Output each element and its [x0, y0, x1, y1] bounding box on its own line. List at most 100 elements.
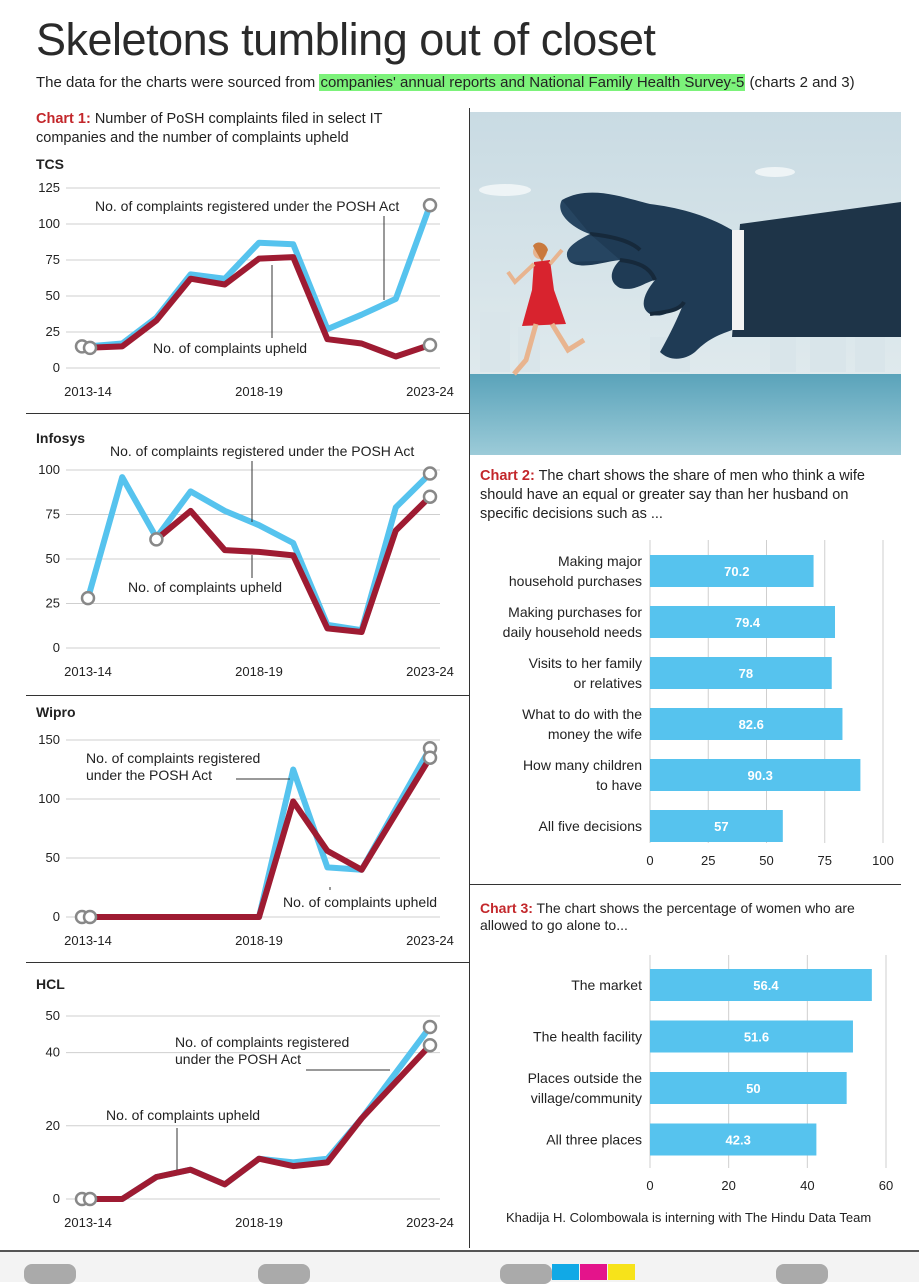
- men-say-bar-value-label: 70.2: [724, 564, 749, 579]
- women-alone-xtick-label: 40: [800, 1178, 814, 1193]
- hcl-endpoint-marker: [82, 1191, 98, 1207]
- men-say-xtick-label: 50: [759, 853, 773, 868]
- men-say-xtick-label: 75: [818, 853, 832, 868]
- chart2-description: The chart shows the share of men who thi…: [480, 468, 865, 522]
- men-say-category-label-line: Making major: [558, 553, 642, 569]
- wipro-endpoint-marker: [82, 909, 98, 925]
- footer-pill-2: [258, 1264, 310, 1284]
- men-say-category-label-line: to have: [596, 777, 642, 793]
- column-divider: [469, 108, 470, 1248]
- infosys-xtick-label: 2013-14: [64, 664, 112, 679]
- tcs-endpoint-marker: [82, 340, 98, 356]
- tcs-upheld-line: [85, 254, 433, 360]
- tcs-upheld-series-label: No. of complaints upheld: [153, 340, 307, 356]
- hcl-ytick-label: 40: [46, 1045, 60, 1060]
- men-say-bar: [650, 810, 783, 842]
- men-say-category-label-line: Making purchases for: [508, 604, 642, 620]
- wipro-xtick-label: 2018-19: [235, 933, 283, 948]
- infosys-ytick-label: 0: [53, 640, 60, 655]
- men-say-category-label: What to do with the money the wife: [522, 706, 642, 742]
- men-say-category-label-line: or relatives: [574, 675, 642, 691]
- wipro-registered-series-label-line2: under the POSH Act: [86, 767, 212, 783]
- infosys-upheld-line: [153, 493, 433, 635]
- infosys-ytick-label: 25: [46, 596, 60, 611]
- wipro-upheld-line: [85, 754, 433, 920]
- hcl-endpoint-marker: [422, 1038, 438, 1053]
- illustration-hand-grabbing-woman: [470, 112, 901, 455]
- posh-line-charts: 0 25 50 75 100 125 2013-14 2018-19 2023-24 No. of…: [38, 180, 454, 1230]
- tcs-xtick-label: 2023-24: [406, 384, 454, 399]
- men-say-category-label-line: daily household needs: [503, 624, 642, 640]
- men-say-bar-value-label: 78: [739, 666, 753, 681]
- men-say-category-label: Visits to her family or relatives: [529, 655, 642, 691]
- men-say-category-label-line: Visits to her family: [529, 655, 642, 671]
- chart1-heading: Chart 1: Number of PoSH complaints filed…: [36, 110, 436, 148]
- women-alone-xtick-label: 0: [646, 1178, 653, 1193]
- footer-pill-3: [500, 1264, 552, 1284]
- hcl-ytick-label: 20: [46, 1118, 60, 1133]
- wipro-xtick-label: 2023-24: [406, 933, 454, 948]
- chart3-label: Chart 3:: [480, 900, 533, 916]
- women-alone-bar-value-label: 42.3: [726, 1133, 751, 1148]
- men-say-xtick-label: 0: [646, 853, 653, 868]
- hcl-upheld-line: [85, 1042, 433, 1202]
- wipro-endpoint-marker: [422, 750, 438, 765]
- chart1-label: Chart 1:: [36, 111, 91, 127]
- tcs-ytick-label: 50: [46, 288, 60, 303]
- men-say-category-label-line: household purchases: [509, 573, 642, 589]
- tcs-registered-line: [85, 202, 433, 350]
- men-say-category-label-line: money the wife: [548, 726, 642, 742]
- infosys-ytick-label: 100: [38, 462, 60, 477]
- hcl-registered-series-label: No. of complaints registered under the PO…: [175, 1034, 349, 1067]
- divider-infosys: [26, 695, 469, 696]
- hcl-xtick-label: 2023-24: [406, 1215, 454, 1230]
- hcl-ytick-label: 0: [53, 1191, 60, 1206]
- tcs-xtick-label: 2013-14: [64, 384, 112, 399]
- women-alone-category-label: The market: [571, 977, 642, 993]
- chart3-heading: Chart 3: The chart shows the percentage …: [480, 900, 890, 934]
- subtitle-source-highlight: companies' annual reports and National F…: [319, 74, 746, 91]
- women-alone-bar: [650, 1123, 817, 1156]
- women-alone-category-label: All three places: [546, 1132, 642, 1148]
- men-say-chart: 0 25 50 75 100 70.2 Making major household purc…: [503, 540, 894, 868]
- swatch-magenta: [580, 1264, 607, 1280]
- divider-tcs: [26, 413, 469, 414]
- men-say-bar: [650, 708, 843, 740]
- infosys-xtick-label: 2018-19: [235, 664, 283, 679]
- swatch-cyan: [552, 1264, 579, 1280]
- wipro-ytick-label: 150: [38, 732, 60, 747]
- men-say-bar-value-label: 57: [714, 819, 728, 834]
- wipro-xtick-label: 2013-14: [64, 933, 112, 948]
- women-alone-xtick-label: 60: [879, 1178, 893, 1193]
- women-alone-chart: 0 20 40 60 56.4 The market 51.6 The health faci…: [528, 955, 893, 1193]
- divider-chart2: [470, 884, 901, 885]
- credit-line: Khadija H. Colombowala is interning with…: [506, 1210, 872, 1225]
- tcs-endpoint-marker: [422, 198, 438, 213]
- hcl-upheld-series-label: No. of complaints upheld: [106, 1107, 260, 1123]
- infosys-title: Infosys: [36, 430, 86, 446]
- women-alone-bar-value-label: 56.4: [753, 978, 779, 993]
- tcs-ytick-label: 100: [38, 216, 60, 231]
- men-say-bar: [650, 555, 814, 587]
- tcs-ytick-label: 25: [46, 324, 60, 339]
- infosys-ytick-label: 50: [46, 551, 60, 566]
- tcs-chart: 0 25 50 75 100 125 2013-14 2018-19 2023-24 No. of…: [38, 180, 454, 399]
- hcl-registered-series-label-line1: No. of complaints registered: [175, 1034, 349, 1050]
- men-say-category-label-line: What to do with the: [522, 706, 642, 722]
- subtitle: The data for the charts were sourced fro…: [36, 74, 855, 91]
- infosys-endpoint-marker: [149, 532, 164, 547]
- hcl-title: HCL: [36, 976, 65, 992]
- footer-pill-4: [776, 1264, 828, 1284]
- tcs-xtick-label: 2018-19: [235, 384, 283, 399]
- infosys-registered-series-label: No. of complaints registered under the P…: [110, 443, 414, 459]
- women-alone-category-label-line: Places outside the: [528, 1070, 643, 1086]
- infosys-upheld-series-label: No. of complaints upheld: [128, 579, 282, 595]
- infosys-chart: 0 25 50 75 100 2013-14 2018-19 2023-24 No. of co…: [38, 443, 454, 679]
- men-say-xtick-label: 25: [701, 853, 715, 868]
- wipro-title: Wipro: [36, 704, 76, 720]
- women-alone-xtick-label: 20: [721, 1178, 735, 1193]
- men-say-category-label: All five decisions: [539, 818, 643, 834]
- page-title: Skeletons tumbling out of closet: [36, 14, 656, 65]
- chart2-label: Chart 2:: [480, 468, 535, 484]
- men-say-bar: [650, 657, 832, 689]
